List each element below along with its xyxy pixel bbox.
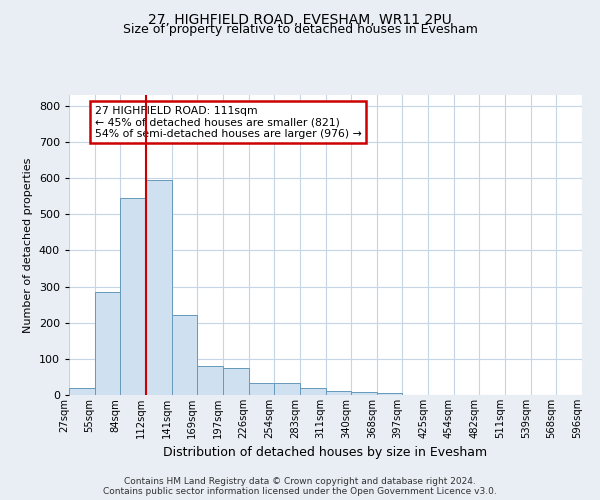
Bar [377,393,403,395]
Bar [300,388,325,395]
Text: 27 HIGHFIELD ROAD: 111sqm
← 45% of detached houses are smaller (821)
54% of semi: 27 HIGHFIELD ROAD: 111sqm ← 45% of detac… [95,106,361,138]
Bar [172,316,197,395]
Bar [121,198,146,395]
Text: Size of property relative to detached houses in Evesham: Size of property relative to detached ho… [122,22,478,36]
Bar [95,292,121,395]
Text: Contains public sector information licensed under the Open Government Licence v3: Contains public sector information licen… [103,487,497,496]
Bar [197,366,223,395]
Bar [223,368,248,395]
Bar [351,392,377,395]
Text: 27, HIGHFIELD ROAD, EVESHAM, WR11 2PU: 27, HIGHFIELD ROAD, EVESHAM, WR11 2PU [148,12,452,26]
Text: Contains HM Land Registry data © Crown copyright and database right 2024.: Contains HM Land Registry data © Crown c… [124,478,476,486]
Bar [69,388,95,395]
Bar [325,392,351,395]
Bar [274,383,300,395]
X-axis label: Distribution of detached houses by size in Evesham: Distribution of detached houses by size … [163,446,488,460]
Y-axis label: Number of detached properties: Number of detached properties [23,158,33,332]
Bar [248,383,274,395]
Bar [146,180,172,395]
